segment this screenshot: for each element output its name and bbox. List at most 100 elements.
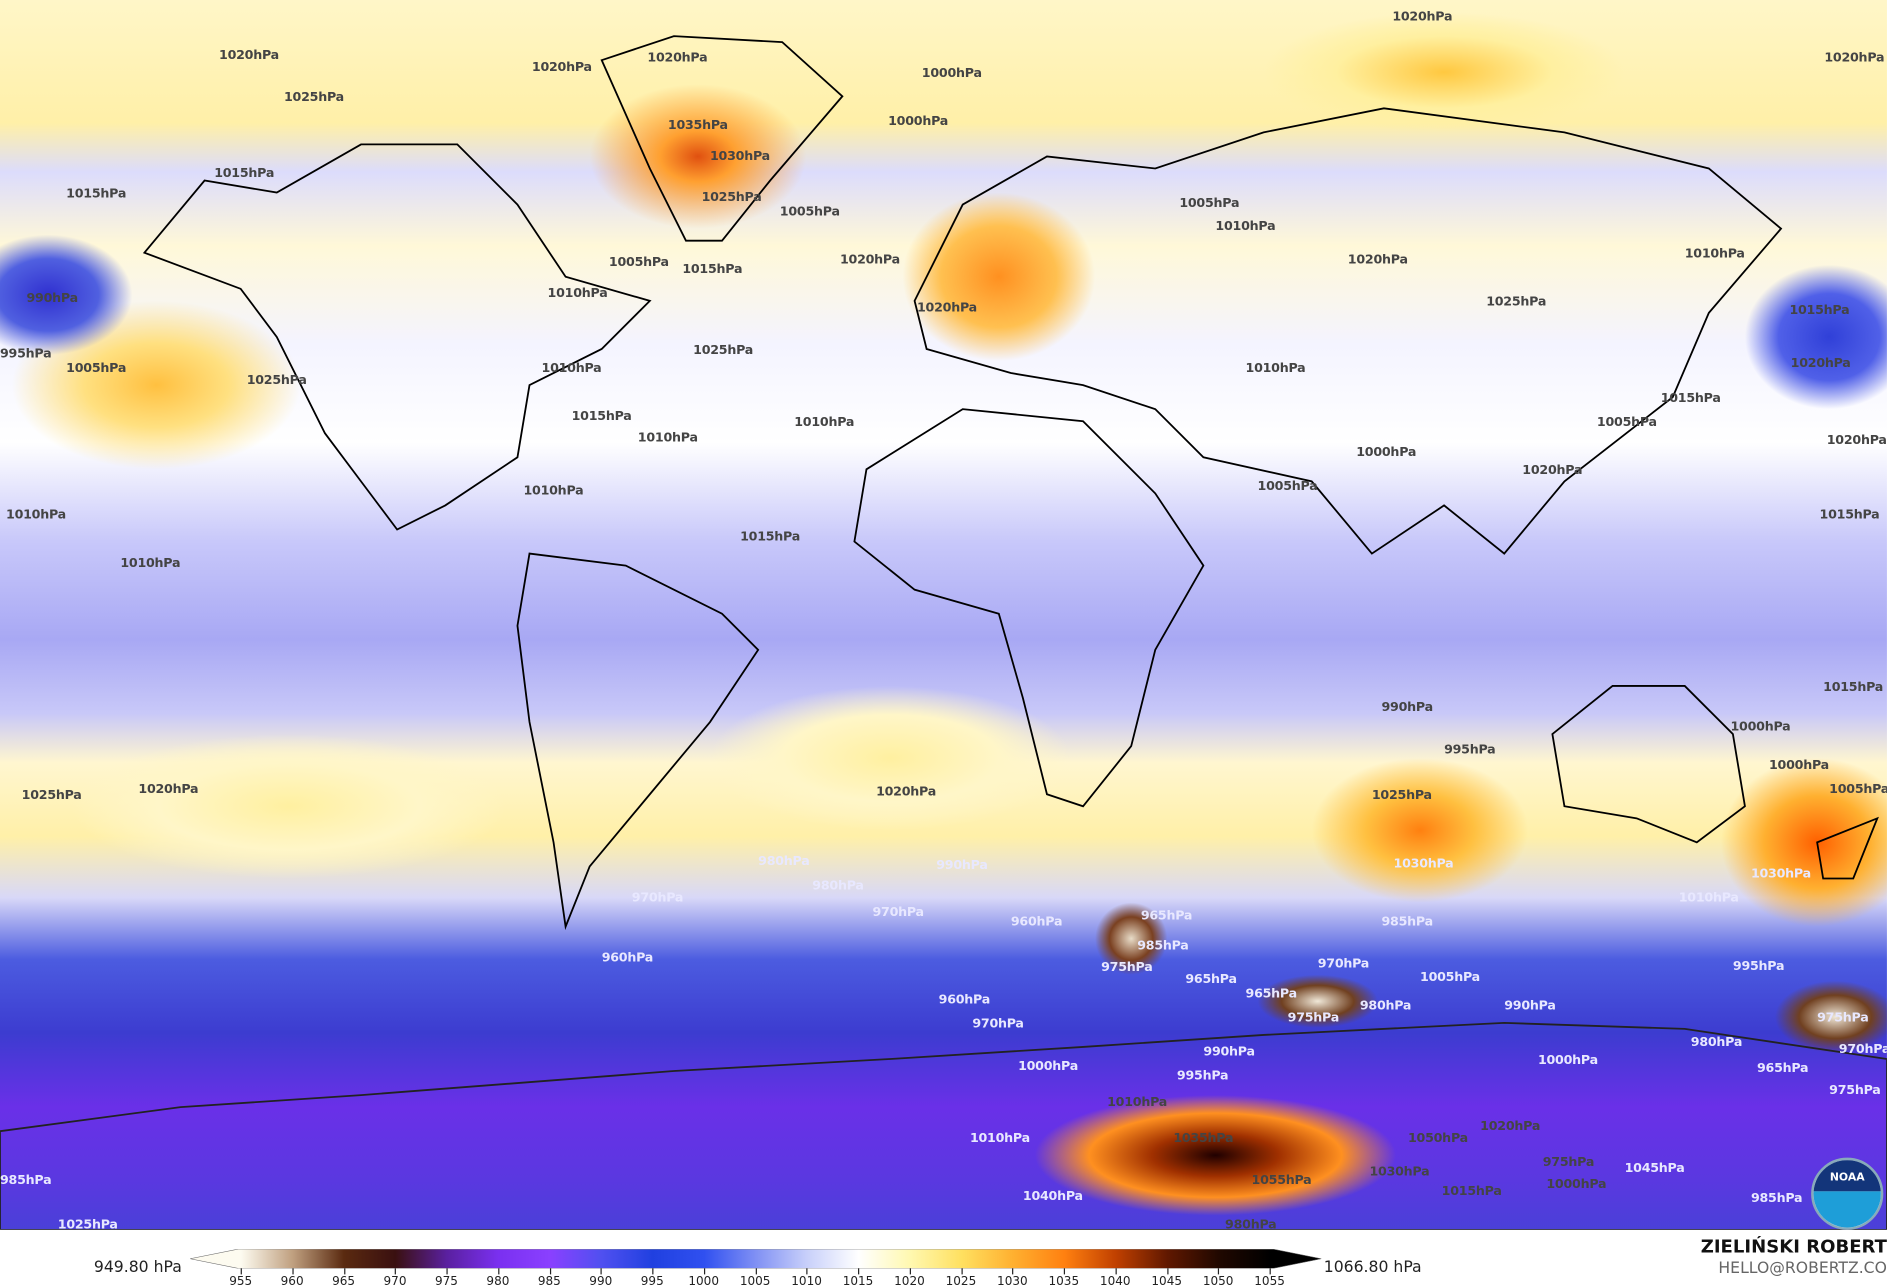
colorbar-tick-mark [960, 1268, 963, 1275]
colorbar-tick-mark [292, 1268, 294, 1275]
contour-label: 1005hPa [1420, 969, 1480, 985]
contour-label: 960hPa [601, 950, 654, 966]
contour-label: 1025hPa [21, 788, 82, 803]
contour-label: 1015hPa [1441, 1184, 1502, 1199]
contour-label: 995hPa [1176, 1068, 1229, 1084]
contour-label: 1000hPa [1730, 719, 1791, 735]
coastline-north-america [142, 143, 652, 531]
contour-label: 985hPa [1381, 914, 1434, 930]
colorbar-tick-mark [497, 1268, 500, 1275]
contour-label: 965hPa [1756, 1061, 1809, 1076]
contour-label: 1015hPa [214, 166, 275, 181]
contour-label: 975hPa [1542, 1155, 1595, 1170]
contour-label: 975hPa [1101, 960, 1153, 975]
colorbar-tick-label: 1025 [945, 1275, 977, 1287]
contour-label: 970hPa [972, 1016, 1024, 1032]
colorbar-max-label: 1066.80 hPa [1323, 1258, 1422, 1277]
colorbar-tick-mark [549, 1268, 551, 1275]
noaa-logo: NOAA [1811, 1157, 1884, 1230]
pressure-map[interactable]: 1020hPa 1020hPa 1020hPa 1020hPa 1025hPa 1035h… [0, 0, 1887, 1230]
colorbar-tick-mark [909, 1268, 911, 1275]
colorbar-tick-label: 1020 [894, 1275, 925, 1287]
colorbar-tick-label: 1010 [791, 1275, 822, 1287]
contour-label: 980hPa [1690, 1034, 1743, 1050]
colorbar-tick-label: 985 [537, 1275, 561, 1287]
contour-label: 1015hPa [571, 409, 632, 424]
colorbar-tick-label: 960 [280, 1275, 304, 1287]
colorbar-legend: 949.80 hPa 955 960 965 970 975 980 985 990 995 10… [0, 1229, 1887, 1287]
contour-label: 1005hPa [779, 204, 840, 220]
colorbar-tick-label: 1045 [1151, 1275, 1183, 1287]
coastline-south-america [516, 552, 760, 931]
contour-label: 1020hPa [1392, 9, 1453, 25]
contour-label: 1005hPa [1179, 196, 1240, 211]
author-credit: ZIELIŃSKI ROBERT [1700, 1235, 1887, 1258]
contour-label: 1010hPa [637, 430, 698, 446]
colorbar-tick-label: 1030 [997, 1275, 1028, 1287]
coastline-greenland [600, 35, 844, 242]
contour-label: 1030hPa [710, 149, 770, 164]
contour-label: 1035hPa [1173, 1131, 1234, 1146]
contour-label: 1010hPa [1678, 890, 1739, 905]
seagull-icon [1813, 1191, 1881, 1228]
contour-label: 1020hPa [1480, 1119, 1541, 1134]
contour-label: 1010hPa [6, 507, 66, 523]
contour-label: 975hPa [1817, 1010, 1869, 1026]
contour-label: 1025hPa [1486, 294, 1547, 310]
coastline-antarctica [0, 1021, 1887, 1230]
colorbar-tick-label: 965 [332, 1275, 356, 1287]
contour-label: 1010hPa [1245, 361, 1306, 376]
contour-label: 970hPa [872, 904, 924, 920]
contour-label: 985hPa [0, 1173, 52, 1188]
colorbar-tick-label: 1050 [1202, 1275, 1234, 1287]
contour-label: 980hPa [1359, 998, 1412, 1014]
author-email[interactable]: HELLO@ROBERTZ.CO [1718, 1259, 1887, 1279]
contour-label: 970hPa [631, 890, 684, 905]
coastline-africa [853, 408, 1205, 808]
colorbar-tick-label: 980 [486, 1275, 510, 1287]
contour-label: 975hPa [1829, 1083, 1881, 1098]
contour-label: 1020hPa [219, 48, 279, 63]
contour-label: 1000hPa [1018, 1058, 1079, 1074]
contour-label: 985hPa [1750, 1191, 1803, 1206]
colorbar-tick-mark [806, 1268, 808, 1275]
colorbar-tick-mark [1115, 1268, 1117, 1275]
colorbar-tick-label: 955 [229, 1275, 253, 1287]
colorbar-tick-mark [858, 1268, 860, 1275]
colorbar-tick-mark [1012, 1268, 1014, 1275]
contour-label: 1030hPa [1393, 856, 1454, 872]
contour-label: 965hPa [1140, 908, 1193, 924]
contour-label: 995hPa [1444, 742, 1496, 757]
contour-label: 1055hPa [1251, 1173, 1312, 1188]
contour-label: 1035hPa [667, 117, 728, 133]
contour-label: 1005hPa [608, 255, 669, 270]
coastline-new-zealand [1816, 816, 1879, 880]
contour-label: 1010hPa [547, 286, 608, 301]
contour-label: 1015hPa [740, 529, 801, 544]
contour-label: 1020hPa [1347, 252, 1408, 268]
colorbar-tick-mark [446, 1268, 448, 1275]
contour-label: 1025hPa [1371, 788, 1432, 803]
contour-label: 1020hPa [1824, 50, 1885, 65]
noaa-logo-text: NOAA [1813, 1160, 1881, 1192]
colorbar-tick-label: 975 [434, 1275, 458, 1287]
contour-label: 1010hPa [969, 1131, 1030, 1146]
colorbar-tick-mark [395, 1268, 397, 1275]
contour-label: 1010hPa [1215, 219, 1276, 234]
contour-label: 1005hPa [66, 361, 127, 376]
colorbar-tick-label: 995 [640, 1275, 664, 1287]
colorbar-tick-mark [1166, 1268, 1168, 1275]
contour-label: 990hPa [1504, 998, 1556, 1014]
contour-label: 1015hPa [1660, 391, 1721, 406]
contour-label: 995hPa [0, 346, 52, 362]
contour-label: 1020hPa [876, 784, 937, 800]
contour-label: 1020hPa [1522, 463, 1583, 478]
contour-label: 1025hPa [284, 90, 344, 105]
contour-label: 990hPa [1381, 700, 1434, 715]
contour-label: 1000hPa [1537, 1052, 1598, 1068]
colorbar-tick-label: 990 [589, 1275, 613, 1287]
contour-label: 1025hPa [246, 373, 307, 388]
contour-label: 1020hPa [1826, 433, 1887, 448]
contour-label: 1045hPa [1624, 1161, 1685, 1176]
